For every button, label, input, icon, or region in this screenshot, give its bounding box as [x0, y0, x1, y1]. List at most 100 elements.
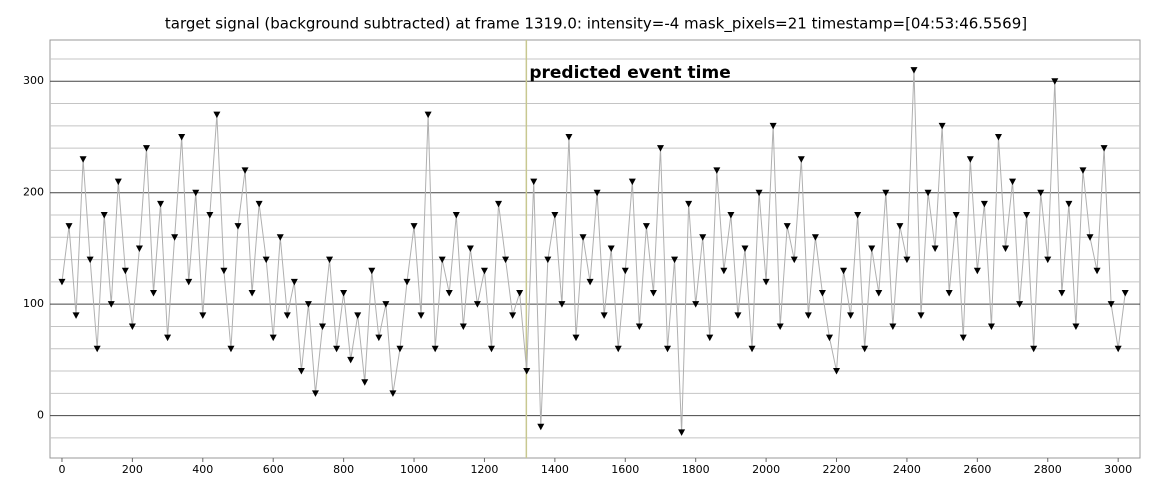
data-point — [445, 290, 453, 297]
data-point — [347, 356, 355, 364]
signal-line — [61, 70, 1126, 433]
y-tick-label: 0 — [37, 409, 44, 422]
data-point — [558, 301, 566, 308]
data-point — [917, 312, 925, 319]
data-point — [227, 345, 235, 353]
data-point — [565, 133, 573, 141]
data-point — [720, 267, 728, 275]
x-tick-label: 600 — [263, 463, 284, 476]
data-point — [480, 267, 488, 275]
data-point — [473, 301, 481, 308]
data-point — [495, 200, 503, 208]
data-point — [150, 290, 158, 297]
plot-frame — [49, 39, 1141, 459]
event-annotation: predicted event time — [529, 63, 730, 83]
data-point — [361, 379, 369, 386]
data-point — [593, 189, 601, 197]
data-point — [340, 290, 348, 297]
data-point — [326, 256, 334, 264]
data-point — [621, 267, 629, 275]
data-point — [304, 301, 312, 308]
data-point — [375, 334, 383, 342]
data-point — [1037, 189, 1045, 197]
data-point — [121, 267, 129, 275]
data-point — [903, 256, 911, 264]
data-point — [734, 312, 742, 319]
data-point — [607, 245, 615, 252]
data-point — [502, 256, 510, 264]
data-point — [276, 234, 284, 241]
x-tick-label: 1400 — [541, 463, 569, 476]
data-point — [262, 256, 270, 264]
data-point — [1121, 290, 1129, 297]
data-point — [438, 256, 446, 264]
x-tick-label: 2000 — [752, 463, 780, 476]
data-point — [797, 156, 805, 163]
x-tick-label: 2200 — [823, 463, 851, 476]
data-point — [762, 278, 770, 286]
data-point — [628, 178, 636, 186]
x-tick-label: 2600 — [963, 463, 991, 476]
x-tick-label: 200 — [122, 463, 143, 476]
data-point — [509, 312, 517, 319]
data-point — [980, 200, 988, 208]
x-tick-label: 1000 — [400, 463, 428, 476]
data-point — [544, 256, 552, 264]
data-point — [142, 145, 150, 152]
data-point — [178, 133, 186, 141]
data-point — [523, 368, 531, 375]
x-tick-label: 2800 — [1034, 463, 1062, 476]
data-point — [1023, 212, 1031, 219]
data-point — [699, 234, 707, 241]
data-point — [875, 290, 883, 297]
data-point — [882, 189, 890, 197]
data-point — [368, 267, 376, 275]
data-point — [656, 145, 664, 152]
data-point — [1100, 145, 1108, 152]
data-point — [1093, 267, 1101, 275]
data-point — [72, 312, 80, 319]
data-point — [220, 267, 228, 275]
x-tick-label: 800 — [333, 463, 354, 476]
data-point — [664, 345, 672, 353]
data-point — [804, 312, 812, 319]
x-tick-label: 1200 — [470, 463, 498, 476]
data-point — [1016, 301, 1024, 308]
data-point — [114, 178, 122, 186]
data-point — [424, 111, 432, 119]
x-tick-label: 1800 — [682, 463, 710, 476]
x-tick-label: 1600 — [611, 463, 639, 476]
data-point — [58, 278, 66, 286]
data-point — [1002, 245, 1010, 252]
data-point — [319, 323, 326, 330]
data-point — [164, 334, 172, 342]
data-point — [945, 290, 953, 297]
data-point — [973, 267, 981, 275]
data-point — [818, 290, 826, 297]
data-point — [1079, 167, 1087, 174]
data-point — [1107, 301, 1115, 308]
data-point — [403, 278, 411, 286]
data-point — [671, 256, 679, 264]
data-point — [783, 223, 791, 230]
data-point — [248, 290, 256, 297]
data-point — [811, 234, 819, 241]
data-point — [776, 323, 784, 330]
data-point — [790, 256, 798, 264]
data-point — [1086, 234, 1094, 241]
data-point — [649, 290, 657, 297]
data-point — [755, 189, 763, 197]
data-point — [297, 368, 305, 375]
data-point — [516, 290, 524, 297]
data-point — [966, 156, 974, 163]
data-point — [283, 312, 291, 319]
data-point — [93, 345, 101, 353]
data-point — [459, 323, 467, 330]
data-point — [157, 200, 165, 208]
data-point — [994, 133, 1002, 141]
data-point — [396, 345, 404, 353]
data-point — [537, 423, 545, 431]
data-point — [255, 200, 263, 208]
data-point — [1051, 78, 1059, 85]
